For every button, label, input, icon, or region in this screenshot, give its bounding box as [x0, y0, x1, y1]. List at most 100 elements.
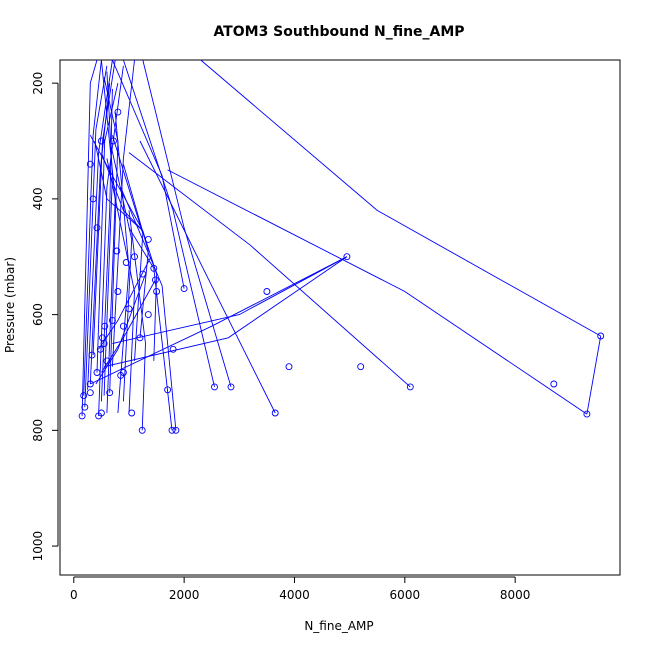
x-axis-label: N_fine_AMP [304, 619, 373, 633]
series-line [100, 152, 144, 232]
data-point [138, 426, 146, 434]
series-line [110, 146, 133, 402]
series-line [128, 210, 146, 431]
data-point [106, 389, 114, 397]
data-point [153, 288, 161, 295]
data-point [81, 403, 89, 411]
data-point [114, 288, 122, 295]
series-line [106, 158, 135, 414]
series-line [111, 59, 135, 367]
data-point [86, 160, 94, 168]
series-line [139, 140, 276, 414]
data-point [108, 316, 116, 324]
y-tick-label: 200 [31, 72, 45, 95]
series-line [90, 256, 348, 385]
data-point [227, 383, 235, 391]
chart-title: ATOM3 Southbound N_fine_AMP [213, 24, 464, 40]
x-ticks: 0 2000 4000 6000 8000 [70, 577, 530, 602]
data-point [144, 235, 152, 243]
data-point [128, 409, 136, 417]
data-point [93, 224, 101, 232]
data-point [144, 311, 152, 319]
data-point [169, 345, 177, 353]
data-point [164, 386, 172, 394]
x-tick-label: 6000 [390, 588, 421, 602]
y-tick-label: 1000 [31, 531, 45, 562]
series-line [120, 187, 177, 431]
data-point [151, 276, 159, 284]
y-ticks: 200 400 600 800 1000 [31, 72, 58, 562]
series-line [586, 335, 602, 415]
series-line [122, 164, 149, 338]
data-point [96, 345, 104, 353]
data-point [119, 322, 127, 330]
x-tick-label: 8000 [500, 588, 531, 602]
data-point [357, 363, 365, 371]
series-line [95, 273, 146, 385]
series-line [167, 169, 588, 415]
y-axis: 200 400 600 800 1000 [31, 72, 59, 562]
x-tick-label: 2000 [169, 588, 200, 602]
y-tick-label: 600 [31, 303, 45, 326]
y-axis-label: Pressure (mbar) [3, 257, 17, 353]
data-point [125, 305, 133, 313]
data-point [211, 383, 218, 391]
data-point [139, 270, 147, 278]
y-tick-label: 800 [31, 419, 45, 442]
series-line [101, 279, 156, 373]
series-line [92, 59, 116, 356]
data-point [93, 369, 101, 376]
series-line [114, 112, 130, 414]
data-point [103, 357, 111, 365]
data-point [343, 253, 351, 261]
series-line [98, 65, 124, 416]
data-point [168, 426, 176, 434]
series-line [84, 65, 108, 408]
series-line [128, 152, 411, 388]
data-point [131, 253, 138, 261]
data-point [101, 322, 109, 330]
data-point [86, 380, 94, 388]
plot-area [59, 59, 621, 576]
series-line [142, 59, 232, 388]
series-line [112, 256, 348, 344]
data-point [406, 383, 414, 391]
data-point [285, 363, 293, 371]
data-point [78, 412, 86, 420]
data-point [113, 247, 121, 255]
data-point [86, 389, 94, 397]
series-layer [81, 59, 602, 431]
series-line [142, 230, 158, 361]
data-point [89, 195, 97, 203]
series-line [100, 88, 113, 402]
data-point [180, 285, 188, 293]
points-layer [78, 108, 605, 434]
data-point [550, 380, 558, 388]
x-tick-label: 0 [70, 588, 78, 602]
data-point [97, 137, 105, 145]
series-line [94, 140, 144, 232]
data-point [150, 264, 158, 272]
data-point [172, 426, 180, 434]
data-point [122, 259, 130, 266]
y-tick-label: 400 [31, 187, 45, 210]
data-point [80, 392, 88, 400]
x-axis: 0 2000 4000 6000 8000 [70, 576, 530, 602]
series-line [103, 256, 348, 368]
series-line [89, 134, 144, 231]
data-point [97, 409, 105, 417]
data-point [136, 334, 144, 342]
series-line [111, 135, 144, 361]
data-point [114, 108, 122, 116]
data-point [117, 371, 125, 379]
data-point [110, 137, 117, 145]
data-point [597, 332, 605, 340]
data-point [263, 288, 271, 295]
x-tick-label: 4000 [279, 588, 310, 602]
series-line [122, 59, 215, 388]
data-point [100, 340, 108, 347]
plot-frame [59, 59, 621, 576]
data-point [583, 410, 591, 418]
series-line [200, 59, 601, 337]
